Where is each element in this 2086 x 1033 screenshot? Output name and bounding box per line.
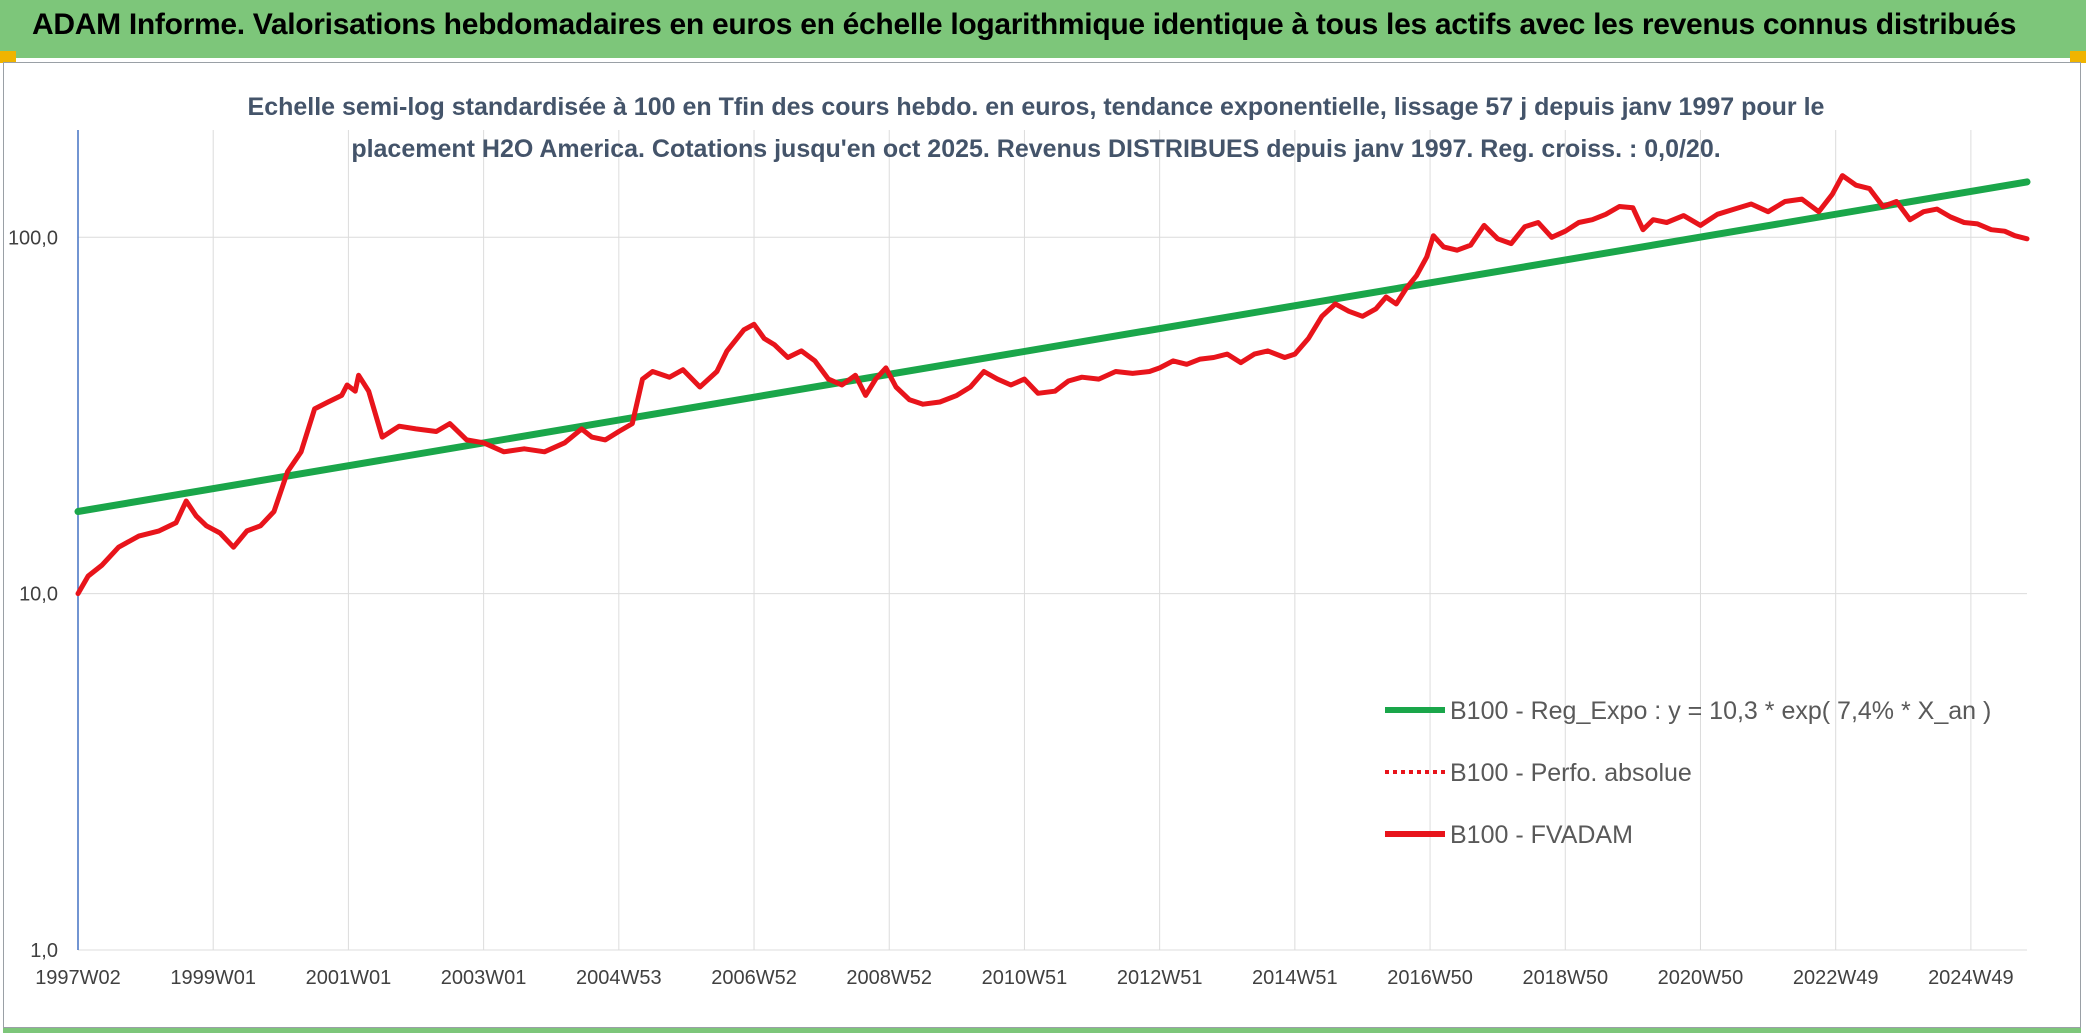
x-tick-label: 2024W49 — [1928, 967, 2014, 989]
y-tick-label: 1,0 — [30, 940, 58, 962]
x-tick-label: 2004W53 — [576, 967, 662, 989]
x-tick-label: 2020W50 — [1658, 967, 1744, 989]
chart-frame — [3, 62, 2081, 1028]
x-tick-label: 2016W50 — [1387, 967, 1473, 989]
x-tick-label: 2001W01 — [306, 967, 392, 989]
x-tick-label: 2010W51 — [982, 967, 1068, 989]
chart-title-line: Echelle semi-log standardisée à 100 en T… — [248, 93, 1825, 121]
x-tick-label: 1997W02 — [35, 967, 121, 989]
y-tick-label: 100,0 — [8, 227, 58, 249]
legend-entry-fvadam: B100 - FVADAM — [1450, 821, 1633, 849]
fvadam-line — [75, 173, 2030, 597]
trend-line — [74, 178, 2031, 515]
chart-title: Echelle semi-log standardisée à 100 en T… — [248, 93, 1825, 163]
x-tick-label: 2008W52 — [846, 967, 932, 989]
x-tick-label: 2018W50 — [1522, 967, 1608, 989]
x-tick-label: 2014W51 — [1252, 967, 1338, 989]
x-tick-label: 1999W01 — [170, 967, 256, 989]
grid — [78, 130, 2027, 951]
x-tick-label: 2022W49 — [1793, 967, 1879, 989]
y-tick-label: 10,0 — [19, 584, 58, 606]
axes: 1997W02 1999W01 2001W01 2003W01 2004W53 2006W… — [8, 130, 2014, 989]
header-banner: ADAM Informe. Valorisations hebdomadaire… — [0, 0, 2086, 58]
page-title: ADAM Informe. Valorisations hebdomadaire… — [32, 8, 2017, 41]
chart-title-line: placement H2O America. Cotations jusqu'e… — [351, 135, 1720, 163]
bottom-band — [3, 1028, 2081, 1033]
x-tick-label: 2003W01 — [441, 967, 527, 989]
legend: B100 - Reg_Expo : y = 10,3 * exp( 7,4% *… — [1385, 697, 1991, 849]
corner-accent-right — [2070, 51, 2086, 63]
x-tick-label: 2012W51 — [1117, 967, 1203, 989]
legend-entry-perfo-absolue: B100 - Perfo. absolue — [1450, 759, 1692, 787]
series-layer — [74, 173, 2031, 597]
legend-entry-reg-expo: B100 - Reg_Expo : y = 10,3 * exp( 7,4% *… — [1450, 697, 1991, 725]
x-tick-label: 2006W52 — [711, 967, 797, 989]
corner-accent-left — [0, 51, 16, 63]
